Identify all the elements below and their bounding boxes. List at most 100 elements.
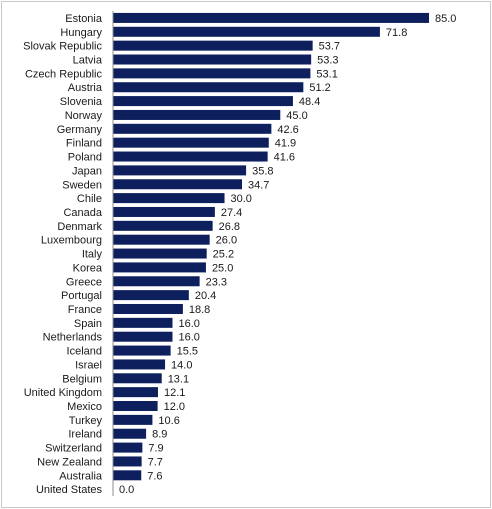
category-label: Latvia	[73, 55, 103, 67]
bar-switzerland	[113, 442, 143, 453]
value-label: 23.3	[206, 276, 227, 288]
category-label: Switzerland	[45, 443, 102, 455]
bar-norway	[113, 109, 281, 120]
category-label: Spain	[74, 318, 102, 330]
bar-finland	[113, 137, 269, 148]
category-label: Austria	[68, 82, 103, 94]
value-label: 20.4	[195, 290, 216, 302]
value-label: 42.6	[277, 124, 298, 136]
category-label: Korea	[73, 262, 103, 274]
value-label: 25.2	[213, 249, 234, 261]
category-label: Israel	[75, 359, 102, 371]
value-label: 14.0	[171, 359, 192, 371]
value-label: 27.4	[221, 207, 242, 219]
category-label: Finland	[66, 138, 102, 150]
category-label: Portugal	[61, 290, 102, 302]
value-label: 7.7	[148, 456, 163, 468]
value-label: 0.0	[119, 484, 134, 496]
value-label: 8.9	[152, 429, 167, 441]
bar-slovenia	[113, 96, 293, 107]
value-label: 41.9	[275, 138, 296, 150]
value-label: 30.0	[231, 193, 252, 205]
category-labels-group: Estonia Hungary Slovak Republic LatviaCzech…	[23, 13, 103, 496]
category-label: Chile	[77, 193, 102, 205]
bar-czech-republic	[113, 68, 311, 79]
value-label: 71.8	[386, 27, 407, 39]
category-label: Sweden	[62, 179, 102, 191]
bar-poland	[113, 151, 268, 162]
bar-portugal	[113, 290, 189, 301]
bar-germany	[113, 123, 272, 134]
category-label: Italy	[82, 249, 103, 261]
bar-france	[113, 303, 183, 314]
bar-ireland	[113, 428, 147, 439]
bar-belgium	[113, 373, 162, 384]
value-label: 35.8	[252, 165, 273, 177]
value-label: 34.7	[248, 179, 269, 191]
bar-denmark	[113, 220, 213, 231]
category-label: Estonia	[65, 13, 103, 25]
category-label: Germany	[57, 124, 103, 136]
value-label: 51.2	[309, 82, 330, 94]
bar-austria	[113, 82, 304, 93]
bar-japan	[113, 165, 247, 176]
value-label: 85.0	[435, 13, 456, 25]
category-label: Luxembourg	[41, 235, 102, 247]
category-label: Australia	[59, 470, 103, 482]
value-label: 41.6	[274, 152, 295, 164]
value-label: 16.0	[178, 318, 199, 330]
value-labels-group: 85.0 71.8 53.7 53.353.1 51.2 48.4 45.0 42.6 41.9…	[119, 13, 456, 496]
category-label: Denmark	[57, 221, 102, 233]
value-label: 13.1	[168, 373, 189, 385]
bar-israel	[113, 359, 166, 370]
value-label: 7.9	[148, 443, 163, 455]
bar-luxembourg	[113, 234, 210, 245]
category-label: Hungary	[60, 27, 102, 39]
bar-netherlands	[113, 331, 173, 342]
value-label: 15.5	[177, 346, 198, 358]
bar-greece	[113, 276, 200, 287]
category-label: Belgium	[62, 373, 102, 385]
value-label: 45.0	[286, 110, 307, 122]
value-label: 18.8	[189, 304, 210, 316]
value-label: 12.1	[164, 387, 185, 399]
value-label: 48.4	[299, 96, 320, 108]
category-label: New Zealand	[37, 456, 102, 468]
category-label: Czech Republic	[25, 68, 103, 80]
bar-new-zealand	[113, 456, 142, 467]
value-label: 53.1	[316, 68, 337, 80]
value-label: 10.6	[158, 415, 179, 427]
category-label: United States	[36, 484, 103, 496]
bar-slovak-republic	[113, 40, 313, 51]
bar-chile	[113, 193, 225, 204]
value-label: 12.0	[164, 401, 185, 413]
bar-turkey	[113, 414, 153, 425]
category-label: United Kingdom	[24, 387, 102, 399]
bars-group	[113, 12, 429, 481]
value-label: 26.0	[216, 235, 237, 247]
bar-estonia	[113, 12, 429, 23]
category-label: Netherlands	[43, 332, 103, 344]
bar-korea	[113, 262, 206, 273]
value-label: 25.0	[212, 262, 233, 274]
category-label: Norway	[65, 110, 103, 122]
category-label: France	[68, 304, 102, 316]
value-label: 16.0	[178, 332, 199, 344]
category-label: Canada	[63, 207, 102, 219]
bar-mexico	[113, 401, 158, 412]
category-label: Mexico	[67, 401, 102, 413]
bar-sweden	[113, 179, 242, 190]
category-label: Iceland	[67, 346, 102, 358]
category-label: Poland	[68, 152, 102, 164]
bar-spain	[113, 317, 173, 328]
category-label: Greece	[66, 276, 102, 288]
bar-united-kingdom	[113, 387, 158, 398]
category-label: Slovak Republic	[23, 41, 102, 53]
bar-canada	[113, 206, 215, 217]
bar-hungary	[113, 26, 380, 37]
category-label: Japan	[72, 165, 102, 177]
value-label: 53.3	[317, 55, 338, 67]
bar-italy	[113, 248, 207, 259]
value-label: 53.7	[319, 41, 340, 53]
value-label: 7.6	[147, 470, 162, 482]
